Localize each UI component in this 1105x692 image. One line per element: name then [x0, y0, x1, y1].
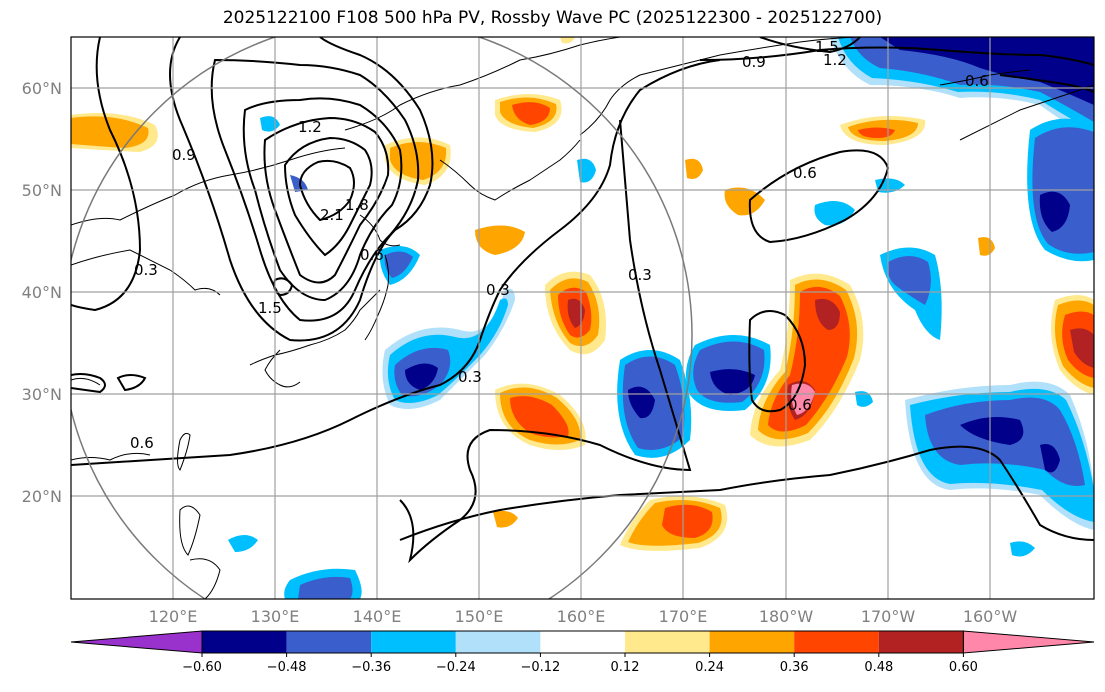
colorbar-tick-label: −0.36 [351, 660, 391, 675]
colorbar-segment [540, 631, 625, 653]
pv-contours [71, 37, 1094, 564]
radius-circle [71, 37, 693, 599]
lon-labels: 120°E 130°E 140°E 150°E 160°E 170°E 180°… [149, 607, 1018, 626]
colorbar-segment [371, 631, 456, 653]
contour-label: 0.3 [134, 261, 158, 279]
colorbar-tick-label: −0.60 [182, 660, 222, 675]
colorbar-segment [286, 631, 372, 653]
colorbar-tick-label: 0.12 [611, 660, 640, 675]
contour-label: 1.5 [815, 38, 839, 56]
coastlines [71, 37, 1094, 599]
contour-label: 0.3 [458, 368, 482, 386]
contour-label: 0.9 [742, 53, 766, 71]
colorbar-tick-label: −0.48 [267, 660, 307, 675]
colorbar-tick-label: 0.48 [864, 660, 893, 675]
colorbar-segment [455, 631, 541, 653]
map-frame [70, 36, 1095, 600]
lon-label: 160°E [557, 607, 606, 626]
lon-label: 170°E [659, 607, 708, 626]
lat-labels: 60°N 50°N 40°N 30°N 20°N [22, 79, 62, 506]
lat-label: 20°N [22, 487, 62, 506]
lon-label: 180°W [759, 607, 814, 626]
contour-label: 0.3 [628, 266, 652, 284]
contour-label: 1.8 [345, 196, 369, 214]
colorbar: −0.60 −0.48 −0.36 −0.24 −0.12 0.12 0.24 0.36 0.4… [70, 630, 1095, 675]
colorbar-tick-label: −0.12 [520, 660, 560, 675]
positive-anomalies [71, 37, 1094, 551]
map-title: 2025122100 F108 500 hPa PV, Rossby Wave … [222, 8, 883, 28]
lat-label: 30°N [22, 385, 62, 404]
contour-label: 0.9 [172, 146, 196, 164]
colorbar-frame [201, 630, 964, 654]
lon-label: 150°E [455, 607, 504, 626]
contour-label: 1.2 [298, 118, 322, 136]
gridlines [71, 37, 1094, 599]
lon-label: 130°E [251, 607, 300, 626]
contour-label: 1.5 [258, 299, 282, 317]
contour-label: 0.6 [965, 72, 989, 90]
colorbar-tick-label: −0.24 [436, 660, 476, 675]
contour-label: 1.2 [823, 51, 847, 69]
contour-label: 0.6 [130, 434, 154, 452]
colorbar-extend-high [962, 630, 1095, 654]
colorbar-tick-label: 0.60 [949, 660, 978, 675]
contour-label: 2.1 [320, 206, 344, 224]
lon-label: 140°E [353, 607, 402, 626]
colorbar-segment [202, 631, 287, 653]
colorbar-segment [878, 631, 964, 653]
negative-anomalies [228, 37, 1094, 599]
colorbar-extend-low [70, 630, 203, 654]
contour-labels: 1.5 1.2 0.9 0.6 1.2 0.9 2.1 1.8 0.6 0.3 … [130, 38, 989, 452]
contour-label: 0.6 [793, 164, 817, 182]
colorbar-tick-label: 0.36 [780, 660, 809, 675]
contour-label: 0.6 [360, 246, 384, 264]
lat-label: 60°N [22, 79, 62, 98]
lon-label: 170°W [861, 607, 916, 626]
contour-label: 0.6 [788, 396, 812, 414]
lat-label: 50°N [22, 181, 62, 200]
lat-label: 40°N [22, 283, 62, 302]
contour-label: 0.3 [486, 281, 510, 299]
colorbar-segment [794, 631, 879, 653]
lon-label: 120°E [149, 607, 198, 626]
lon-label: 160°W [963, 607, 1018, 626]
colorbar-segment [709, 631, 795, 653]
colorbar-segment [625, 631, 710, 653]
colorbar-tick-label: 0.24 [695, 660, 724, 675]
